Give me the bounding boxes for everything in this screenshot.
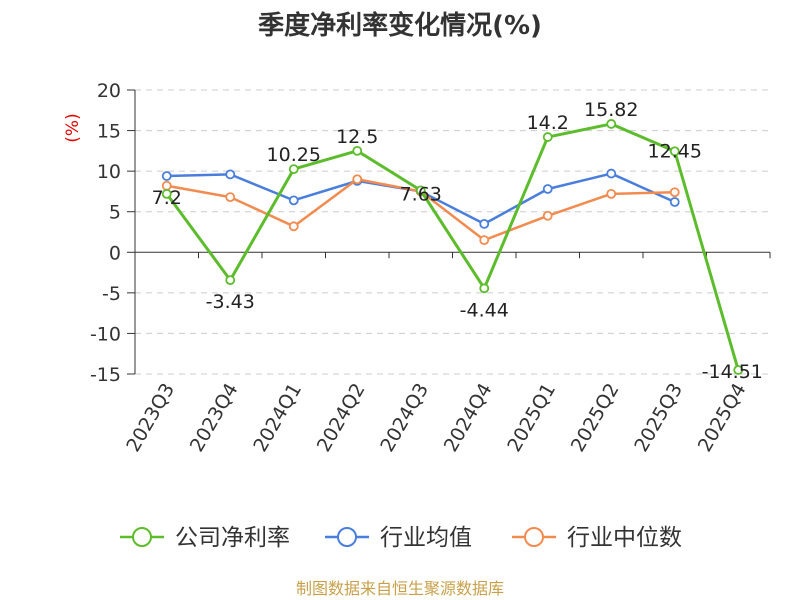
x-tick-label: 2025Q4: [694, 380, 751, 456]
legend-label: 行业中位数: [567, 525, 682, 551]
data-point: [352, 174, 363, 185]
legend: 公司净利率 行业均值 行业中位数: [120, 525, 682, 551]
data-label: -3.43: [206, 291, 255, 313]
data-point: [606, 119, 617, 129]
x-tick-label: 2025Q3: [630, 380, 687, 456]
data-point: [606, 188, 617, 199]
data-point: [479, 235, 490, 246]
chart-title: 季度净利率变化情况(%): [258, 10, 542, 41]
legend-marker: [132, 527, 152, 547]
legend-label: 行业均值: [380, 525, 472, 551]
data-point: [542, 210, 553, 221]
data-point: [225, 192, 236, 203]
data-point: [225, 169, 236, 180]
data-label: -14.51: [702, 361, 763, 383]
y-tick-label: -10: [90, 323, 121, 345]
grid-lines: [135, 89, 770, 375]
data-point: [288, 221, 299, 232]
y-tick-label: 5: [109, 202, 121, 224]
legend-marker: [337, 527, 357, 547]
x-tick-label: 2023Q3: [122, 380, 179, 456]
y-tick-label: -15: [90, 364, 121, 386]
y-tick-label: -5: [102, 283, 121, 305]
data-point: [415, 185, 426, 196]
x-tick-label: 2024Q2: [313, 380, 370, 456]
data-point: [288, 164, 299, 175]
x-tick-label: 2025Q1: [503, 380, 560, 456]
data-label: 14.2: [527, 112, 569, 134]
x-tick-label: 2025Q2: [567, 380, 624, 456]
data-label: 12.5: [336, 126, 378, 148]
data-label: -4.44: [460, 299, 509, 321]
legend-label: 公司净利率: [175, 525, 290, 551]
legend-marker: [524, 527, 544, 547]
data-labels: 7.2 -3.43 10.25 12.5 7.63 -4.44 14.2 15.82 12.45…: [152, 99, 763, 383]
data-point: [161, 171, 172, 181]
data-label: 12.45: [648, 140, 702, 162]
data-point: [733, 365, 744, 375]
data-point: [669, 187, 680, 198]
data-label: 7.63: [400, 183, 442, 205]
data-point: [288, 195, 299, 206]
data-point: [225, 275, 236, 286]
data-label: 15.82: [584, 99, 638, 121]
y-tick-label: 10: [97, 161, 121, 183]
data-point: [479, 283, 490, 294]
data-point: [669, 146, 680, 157]
y-tick-label: 0: [109, 242, 121, 264]
data-point: [479, 218, 490, 229]
data-point: [161, 188, 172, 199]
x-tick-label: 2024Q4: [440, 380, 497, 456]
data-point: [542, 184, 553, 194]
data-label: 7.2: [152, 187, 182, 209]
source-note: 制图数据来自恒生聚源数据库: [296, 579, 504, 598]
series-lines: [161, 119, 744, 375]
data-label: 10.25: [267, 144, 321, 166]
x-tick-label: 2024Q3: [376, 380, 433, 456]
data-point: [669, 197, 680, 207]
data-point: [542, 132, 553, 142]
x-tick-label: 2023Q4: [186, 380, 243, 456]
y-axis-unit: (%): [63, 113, 83, 142]
series-line: [165, 122, 740, 371]
data-point: [606, 168, 617, 179]
data-point: [352, 145, 363, 156]
y-tick-label: 20: [97, 80, 121, 102]
x-tick-label: 2024Q1: [249, 380, 306, 456]
y-tick-label: 15: [97, 121, 121, 143]
